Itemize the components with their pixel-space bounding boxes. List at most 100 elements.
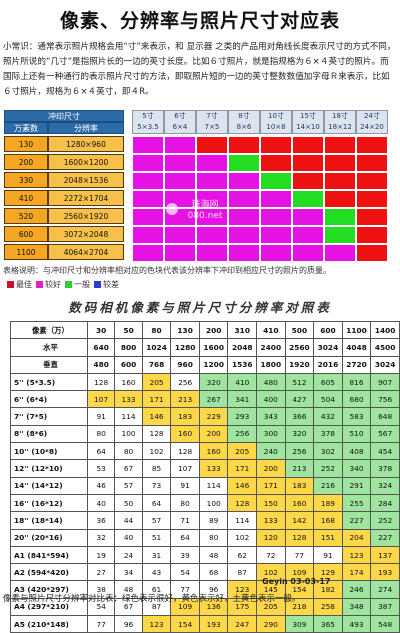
row-header: 像素（万） [10, 320, 88, 340]
dpi-cell: 133 [256, 511, 286, 530]
dpi-cell: 19 [86, 545, 116, 565]
quality-cell [196, 136, 228, 154]
dpi-cell: 205 [227, 442, 258, 461]
dpi-cell: 40 [114, 528, 143, 547]
dpi-cell: 205 [141, 372, 172, 392]
dpi-cell: 213 [170, 390, 200, 409]
dpi-cell: 200 [198, 424, 229, 444]
dpi-cell: 291 [341, 476, 372, 495]
dpi-cell: 408 [341, 442, 372, 461]
quality-cell [196, 208, 228, 226]
dpi-cell: 77 [86, 615, 116, 633]
horizontal-row: 水平 640 800 1024 1280 1600 2048 2400 2560 3024 4048… [10, 338, 400, 357]
quality-cell [260, 208, 292, 226]
megapixels-cell: 330 [4, 172, 48, 188]
dpi-cell: 512 [284, 372, 315, 392]
quality-cell [164, 226, 196, 244]
quality-cell [228, 226, 260, 244]
size-name: 7寸 [206, 112, 218, 120]
dpi-cell: 64 [141, 493, 172, 513]
page-title: 像素、分辨率与照片尺寸对应表 [59, 10, 340, 32]
size-row: A3 (420*297) 38 48 61 77 96 123 145 154 182 246 274 [10, 580, 400, 599]
quality-cell [196, 190, 228, 208]
quality-cell [228, 244, 260, 262]
size-label: A5 (210*148) [10, 615, 88, 633]
dpi-cell: 427 [284, 390, 315, 409]
size-row: A5 (210*148) 77 96 123 154 193 247 290 309 365 493… [10, 615, 400, 633]
resolution-cell: 4064×2704 [48, 244, 124, 260]
dpi-cell: 247 [227, 615, 258, 633]
dpi-cell: 73 [141, 476, 172, 495]
size-row: 18'' (18*14) 36 44 57 71 89 114 133 142 168 227 252 [10, 511, 400, 530]
size-header: 18寸 18×12 [324, 110, 356, 134]
chart-title: 数码相机像素与照片尺寸分辨率对照表 [68, 300, 332, 315]
quality-cell [324, 172, 356, 190]
quality-cell [132, 172, 164, 190]
pixels-row: 像素（万） 30 50 80 130 200 310 410 500 600 1100 1400 [10, 320, 400, 340]
footer-note: 像素与照片尺寸分辨率对比表：绿色表示很好，黄色表示好，土黄色表示一般。 [3, 594, 301, 604]
dpi-cell: 146 [227, 476, 258, 495]
quality-cell [228, 136, 260, 154]
dpi-cell: 320 [198, 372, 229, 392]
size-row: 14'' (14*12) 46 57 73 91 114 146 171 183 216 291 32… [10, 476, 400, 495]
quality-cell [196, 154, 228, 172]
dpi-cell: 85 [141, 459, 172, 478]
size-header: 6寸 6×4 [164, 110, 196, 134]
size-header: 5寸 5×3.5 [132, 110, 164, 134]
header-value: 1536 [227, 355, 258, 374]
dpi-cell: 171 [256, 476, 286, 495]
size-dims: 7×5 [204, 123, 220, 131]
watermark-icon [166, 203, 178, 215]
dpi-cell: 183 [170, 407, 200, 426]
header-value: 4048 [341, 338, 372, 357]
quality-cell [132, 154, 164, 172]
quality-cell [324, 136, 356, 154]
legend-swatch [65, 281, 72, 288]
size-label: 6'' (6*4) [10, 390, 88, 409]
size-label: 10'' (10*8) [10, 442, 88, 461]
header-value: 800 [114, 338, 143, 357]
quality-cell [356, 226, 388, 244]
header-value: 3024 [313, 338, 343, 357]
quality-cell [228, 154, 260, 172]
resolution-cell: 2560×1920 [48, 208, 124, 224]
size-row: 7'' (7*5) 91 114 146 183 229 293 343 366 432 583 64… [10, 407, 400, 426]
dpi-cell: 378 [313, 424, 343, 444]
size-dims: 6×4 [172, 123, 188, 131]
dpi-cell: 189 [313, 493, 343, 513]
dpi-cell: 227 [341, 511, 372, 530]
header-value: 1920 [284, 355, 315, 374]
quality-cell [196, 244, 228, 262]
legend-label: 较差 [103, 280, 119, 289]
size-dims: 14×10 [296, 123, 320, 131]
size-row: 10'' (10*8) 64 80 102 128 160 205 240 256 302 408 4… [10, 442, 400, 461]
size-dims: 18×12 [328, 123, 352, 131]
dpi-cell: 129 [313, 563, 343, 582]
size-dims: 8×6 [236, 123, 252, 131]
dpi-cell: 160 [114, 372, 143, 392]
quality-cell [292, 190, 324, 208]
dpi-cell: 583 [341, 407, 372, 426]
dpi-cell: 89 [198, 511, 229, 530]
size-label: 7'' (7*5) [10, 407, 88, 426]
dpi-cell: 256 [284, 442, 315, 461]
dpi-cell: 160 [284, 493, 315, 513]
dpi-cell: 171 [227, 459, 258, 478]
size-label: 16'' (16*12) [10, 493, 88, 513]
quality-cell [260, 172, 292, 190]
dpi-cell: 378 [370, 459, 400, 478]
dpi-cell: 480 [256, 372, 286, 392]
quality-cell [356, 244, 388, 262]
size-label: 20'' (20*16) [10, 528, 88, 547]
megapixels-cell: 600 [4, 226, 48, 242]
dpi-cell: 366 [284, 407, 315, 426]
quality-cell [356, 154, 388, 172]
quality-cell [164, 244, 196, 262]
dpi-cell: 240 [256, 442, 286, 461]
header-value: 410 [256, 320, 286, 340]
dpi-cell: 43 [141, 563, 172, 582]
dpi-cell: 213 [284, 459, 315, 478]
megapixels-cell: 410 [4, 190, 48, 206]
dpi-cell: 68 [198, 563, 229, 582]
dpi-cell: 107 [170, 459, 200, 478]
